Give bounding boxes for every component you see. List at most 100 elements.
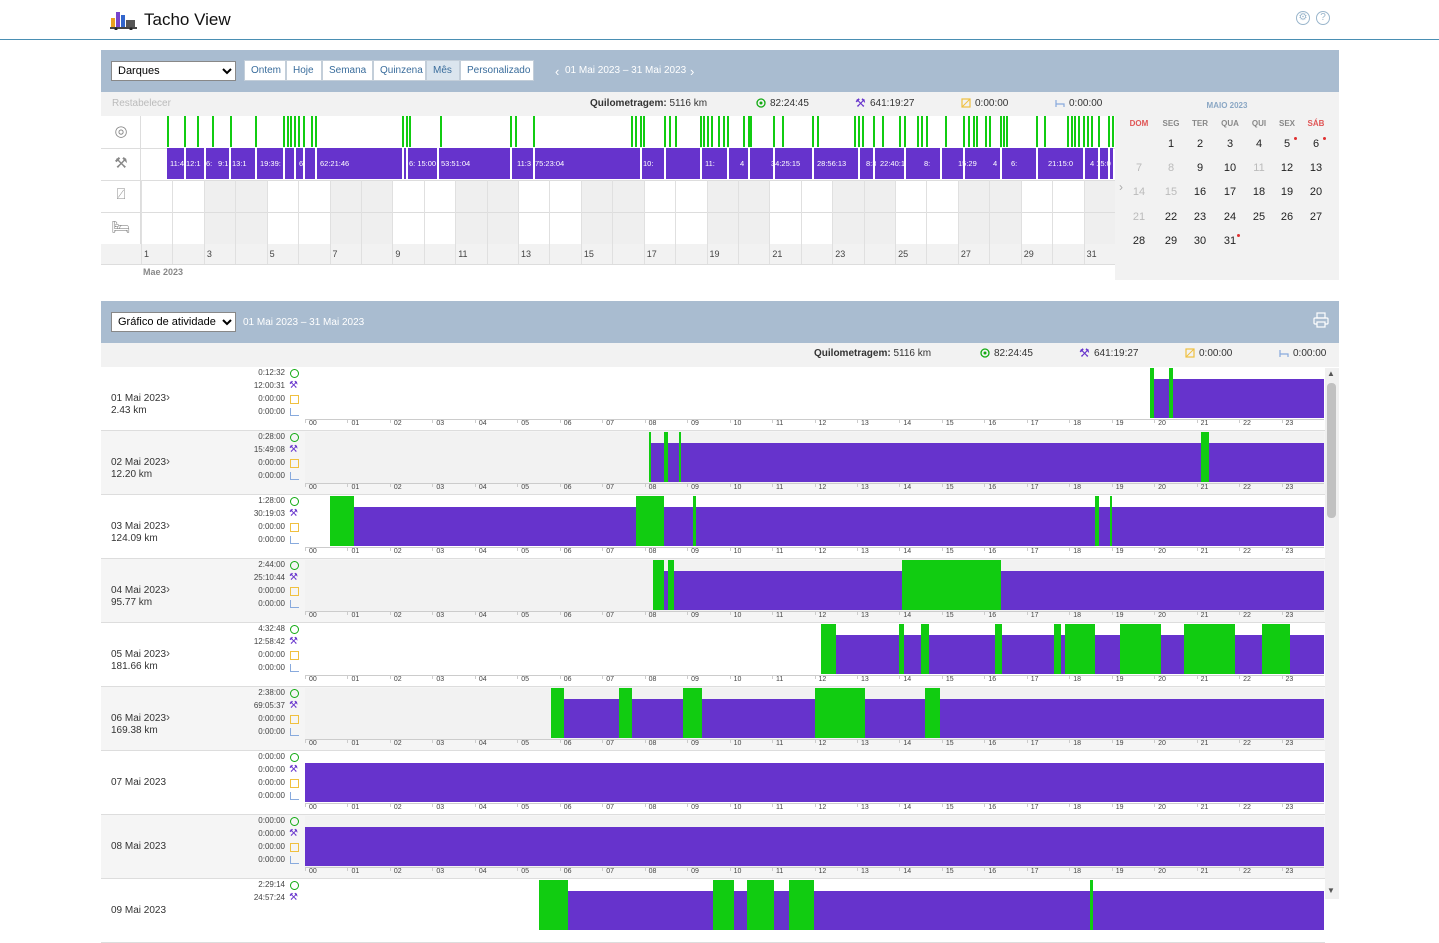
settings-gear-icon[interactable]: ⚙ bbox=[1296, 11, 1310, 25]
hour-tick-mark bbox=[984, 739, 986, 743]
scroll-down-icon[interactable]: ▼ bbox=[1327, 886, 1335, 895]
next-period-icon[interactable]: › bbox=[690, 64, 695, 79]
calendar-day-10[interactable]: 10 bbox=[1223, 162, 1237, 174]
calendar-day-15[interactable]: 15 bbox=[1164, 186, 1178, 198]
driver-select[interactable]: Darques bbox=[111, 61, 236, 81]
calendar-day-25[interactable]: 25 bbox=[1252, 211, 1266, 223]
hour-tick-mark bbox=[1154, 419, 1156, 423]
calendar-day-9[interactable]: 9 bbox=[1196, 162, 1204, 174]
calendar-day-1[interactable]: 1 bbox=[1167, 138, 1175, 150]
day-available-duration: 0:00:00 bbox=[258, 842, 285, 851]
day-driving-duration: 2:38:00 bbox=[258, 688, 285, 697]
work-icon: ⚒ bbox=[855, 96, 866, 110]
range-button-1[interactable]: Hoje bbox=[286, 60, 322, 81]
hour-tick: 20 bbox=[1158, 804, 1166, 811]
day-expand-chevron-icon[interactable]: › bbox=[166, 454, 170, 468]
print-icon[interactable] bbox=[1313, 312, 1329, 328]
hour-tick: 12 bbox=[818, 868, 827, 875]
day-tick: 7 bbox=[332, 249, 338, 259]
calendar-next-icon[interactable]: › bbox=[1119, 180, 1123, 194]
hour-tick: 02 bbox=[393, 484, 402, 491]
hour-tick: 09 bbox=[691, 868, 699, 875]
calendar-day-3[interactable]: 3 bbox=[1226, 138, 1234, 150]
hour-tick-mark bbox=[1239, 867, 1241, 871]
day-expand-chevron-icon[interactable]: › bbox=[166, 710, 170, 724]
calendar-day-13[interactable]: 13 bbox=[1309, 162, 1323, 174]
calendar-day-28[interactable]: 28 bbox=[1132, 235, 1146, 247]
day-expand-chevron-icon[interactable]: › bbox=[166, 390, 170, 404]
scrollbar-thumb[interactable] bbox=[1327, 383, 1336, 518]
calendar-day-19[interactable]: 19 bbox=[1280, 186, 1294, 198]
work-segment-label: 13:1 bbox=[232, 159, 247, 168]
calendar-day-29[interactable]: 29 bbox=[1164, 235, 1178, 247]
chart-type-select[interactable]: Gráfico de atividade bbox=[111, 312, 236, 332]
calendar-day-12[interactable]: 12 bbox=[1280, 162, 1294, 174]
reset-button[interactable]: Restabelecer bbox=[112, 98, 171, 109]
calendar-day-27[interactable]: 27 bbox=[1309, 211, 1323, 223]
hour-tick: 18 bbox=[1073, 804, 1082, 811]
day-date[interactable]: 06 Mai 2023 bbox=[111, 713, 167, 724]
hour-tick-mark bbox=[602, 547, 604, 551]
help-icon[interactable]: ? bbox=[1316, 11, 1330, 25]
calendar-day-4[interactable]: 4 bbox=[1255, 138, 1263, 150]
month-work-gap bbox=[184, 148, 186, 179]
day-expand-chevron-icon[interactable]: › bbox=[166, 518, 170, 532]
calendar-day-2[interactable]: 2 bbox=[1196, 138, 1204, 150]
day-expand-chevron-icon[interactable]: › bbox=[166, 646, 170, 660]
hour-tick-mark bbox=[729, 547, 731, 551]
month-work-gap bbox=[773, 148, 775, 179]
month-work-gap bbox=[940, 148, 942, 179]
month-driving-mark bbox=[812, 116, 814, 147]
hour-tick: 07 bbox=[606, 740, 614, 747]
range-button-5[interactable]: Personalizado bbox=[460, 60, 534, 81]
range-button-4[interactable]: Mês bbox=[426, 60, 460, 81]
range-button-2[interactable]: Semana bbox=[322, 60, 373, 81]
month-driving-mark bbox=[298, 116, 300, 147]
month-driving-mark bbox=[631, 116, 633, 147]
calendar-day-7[interactable]: 7 bbox=[1135, 162, 1143, 174]
calendar-day-6[interactable]: 6 bbox=[1312, 138, 1320, 150]
rest-total: 0:00:00 bbox=[1069, 98, 1103, 109]
calendar-day-16[interactable]: 16 bbox=[1193, 186, 1207, 198]
calendar-day-30[interactable]: 30 bbox=[1193, 235, 1207, 247]
day-expand-chevron-icon[interactable]: › bbox=[166, 582, 170, 596]
calendar-day-14[interactable]: 14 bbox=[1132, 186, 1146, 198]
calendar-day-31[interactable]: 31 bbox=[1223, 235, 1237, 247]
calendar-day-17[interactable]: 17 bbox=[1223, 186, 1237, 198]
calendar-day-18[interactable]: 18 bbox=[1252, 186, 1266, 198]
hour-tick-mark bbox=[1239, 803, 1241, 807]
calendar-day-26[interactable]: 26 bbox=[1280, 211, 1294, 223]
day-date[interactable]: 02 Mai 2023 bbox=[111, 457, 167, 468]
hour-tick-mark bbox=[899, 483, 901, 487]
day-date[interactable]: 04 Mai 2023 bbox=[111, 585, 167, 596]
calendar-day-11[interactable]: 11 bbox=[1253, 162, 1265, 174]
calendar-day-21[interactable]: 21 bbox=[1132, 211, 1146, 223]
range-button-3[interactable]: Quinzena bbox=[373, 60, 426, 81]
hour-tick: 05 bbox=[521, 484, 530, 491]
calendar-day-8[interactable]: 8 bbox=[1167, 162, 1175, 174]
calendar-day-24[interactable]: 24 bbox=[1223, 211, 1237, 223]
driving-segment bbox=[538, 880, 569, 930]
hour-tick: 16 bbox=[988, 676, 997, 683]
day-date[interactable]: 03 Mai 2023 bbox=[111, 521, 167, 532]
prev-period-icon[interactable]: ‹ bbox=[555, 64, 560, 79]
scroll-up-icon[interactable]: ▲ bbox=[1327, 369, 1335, 378]
day-date[interactable]: 01 Mai 2023 bbox=[111, 393, 167, 404]
calendar-day-5[interactable]: 5 bbox=[1283, 138, 1291, 150]
day-date[interactable]: 09 Mai 2023 bbox=[111, 905, 167, 916]
calendar-day-23[interactable]: 23 bbox=[1193, 211, 1207, 223]
range-button-0[interactable]: Ontem bbox=[244, 60, 286, 81]
driving-icon bbox=[290, 753, 299, 762]
hour-tick: 18 bbox=[1073, 868, 1082, 875]
available-icon bbox=[290, 715, 299, 724]
month-driving-mark bbox=[283, 116, 285, 147]
calendar-day-22[interactable]: 22 bbox=[1164, 211, 1178, 223]
month-driving-mark bbox=[882, 116, 884, 147]
month-driving-mark bbox=[1083, 116, 1085, 147]
hour-tick: 14 bbox=[903, 676, 912, 683]
calendar-day-20[interactable]: 20 bbox=[1309, 186, 1323, 198]
month-work-gap bbox=[963, 148, 965, 179]
day-date[interactable]: 05 Mai 2023 bbox=[111, 649, 167, 660]
day-date[interactable]: 08 Mai 2023 bbox=[111, 841, 167, 852]
day-date[interactable]: 07 Mai 2023 bbox=[111, 777, 167, 788]
